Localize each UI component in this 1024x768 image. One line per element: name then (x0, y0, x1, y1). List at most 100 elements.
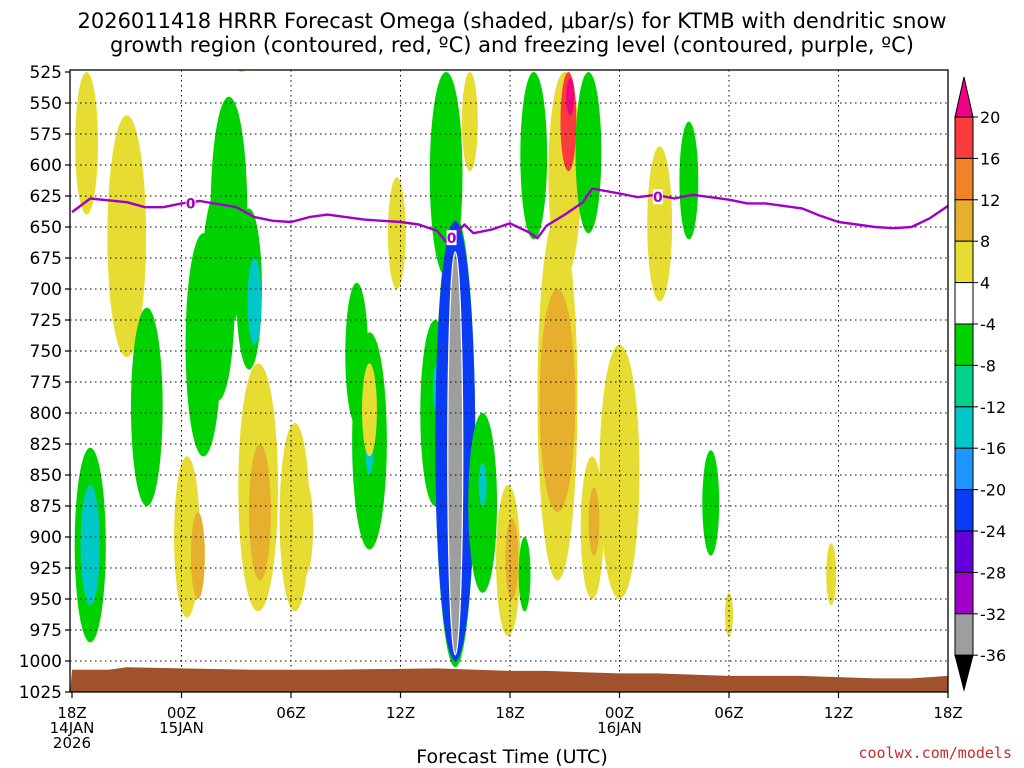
colorbar-swatch (954, 489, 974, 532)
x-tick-label: 16JAN (597, 719, 642, 737)
omega-cell (190, 512, 205, 599)
freezing-level-layer: 0 0 0 (71, 187, 948, 247)
colorbar-swatch (954, 364, 974, 408)
colorbar-swatch (954, 323, 974, 366)
omega-cell (447, 251, 464, 656)
freezing-level-label-bg (446, 230, 457, 246)
y-tick-label: 1025 (19, 683, 62, 703)
omega-cell (826, 543, 837, 606)
y-axis: 525 550 575 600 625 650 675 700 725 750 775 800 825 8… (19, 63, 70, 703)
colorbar-label: -16 (980, 439, 1006, 458)
omega-cell (599, 344, 640, 599)
freezing-level-label: 0 (186, 196, 196, 212)
x-tick-label: 15JAN (159, 719, 204, 737)
y-tick-label: 525 (30, 63, 62, 83)
y-tick-label: 875 (30, 497, 62, 517)
colorbar-bottom-arrow (954, 654, 974, 692)
omega-cell (461, 72, 478, 172)
x-tick-label: 00Z (605, 704, 634, 722)
y-tick-label: 975 (30, 621, 62, 641)
terrain-layer (70, 667, 948, 692)
colorbar-label: 12 (980, 191, 1000, 210)
y-tick-label: 675 (30, 249, 62, 269)
omega-cell (520, 72, 548, 240)
omega-cell (107, 115, 147, 358)
colorbar-swatch (954, 530, 974, 573)
colorbar-label: 4 (980, 274, 990, 293)
colorbar: 20 16 12 8 4 -4 -8 -12 -16 -20 -24 -28 -32 -36 (954, 76, 1006, 692)
omega-cell (80, 484, 100, 606)
colorbar-swatch (954, 199, 974, 242)
x-tick-label: 00Z (167, 704, 196, 722)
freezing-level-label-bg (185, 195, 196, 211)
y-tick-label: 575 (30, 125, 62, 145)
freezing-level-label: 0 (447, 231, 457, 247)
omega-cell (249, 444, 271, 581)
x-tick-label: 12Z (386, 704, 415, 722)
x-axis-label: Forecast Time (UTC) (416, 746, 608, 768)
gridlines (70, 70, 948, 692)
colorbar-swatch (954, 282, 974, 325)
y-tick-label: 550 (30, 94, 62, 114)
omega-cell (518, 537, 531, 612)
omega-cell (588, 487, 600, 556)
y-tick-label: 825 (30, 435, 62, 455)
colorbar-swatch (954, 571, 974, 615)
credit-text: coolwx.com/models (858, 744, 1012, 762)
colorbar-label: -20 (980, 481, 1006, 500)
colorbar-label: -28 (980, 563, 1006, 582)
colorbar-label: -8 (980, 356, 996, 375)
omega-cell (247, 258, 262, 345)
omega-cell (539, 289, 576, 513)
terrain-fill (70, 667, 948, 692)
colorbar-label: -32 (980, 605, 1006, 624)
y-tick-label: 800 (30, 404, 62, 424)
y-tick-label: 775 (30, 373, 62, 393)
freezing-level-line (71, 187, 948, 244)
colorbar-label: 16 (980, 149, 1000, 168)
omega-cell (387, 177, 406, 289)
x-tick-label: 12Z (824, 704, 853, 722)
y-tick-label: 950 (30, 590, 62, 610)
omega-shading-layer (74, 70, 837, 668)
chart-title-line-1: 2026011418 HRRR Forecast Omega (shaded, … (77, 9, 947, 33)
y-tick-label: 750 (30, 342, 62, 362)
y-tick-label: 700 (30, 280, 62, 300)
omega-cell (505, 518, 519, 599)
omega-cell (566, 78, 575, 116)
omega-cell (702, 450, 720, 556)
x-tick-label: 18Z (933, 704, 962, 722)
x-tick-label: 14JAN (50, 719, 95, 737)
omega-cell (679, 121, 699, 240)
freezing-level-label: 0 (653, 190, 663, 206)
colorbar-label: -36 (980, 646, 1006, 665)
colorbar-swatch (954, 240, 974, 284)
omega-cell (575, 72, 602, 234)
colorbar-label: -12 (980, 398, 1006, 417)
plot-frame (69, 69, 949, 693)
y-tick-label: 725 (30, 311, 62, 331)
colorbar-top-arrow (954, 76, 974, 118)
x-tick-label: 2026 (53, 734, 91, 752)
y-tick-label: 1000 (19, 652, 62, 672)
colorbar-label: 20 (980, 108, 1000, 127)
omega-cell (237, 70, 246, 72)
omega-cell (478, 462, 487, 506)
omega-cell (647, 146, 673, 302)
omega-cell (362, 363, 377, 457)
colorbar-swatch (954, 447, 974, 491)
freezing-level-label-bg (652, 189, 663, 205)
y-tick-label: 625 (30, 187, 62, 207)
y-tick-label: 850 (30, 466, 62, 486)
chart-title-line-2: growth region (contoured, red, ºC) and f… (110, 33, 914, 57)
x-tick-label: 18Z (495, 704, 524, 722)
y-tick-label: 650 (30, 218, 62, 238)
colorbar-swatch (954, 157, 974, 201)
omega-cell (725, 592, 733, 637)
y-tick-label: 925 (30, 559, 62, 579)
colorbar-swatch (954, 613, 974, 656)
x-tick-label: 06Z (276, 704, 305, 722)
colorbar-label: -24 (980, 522, 1006, 541)
y-tick-label: 600 (30, 156, 62, 176)
